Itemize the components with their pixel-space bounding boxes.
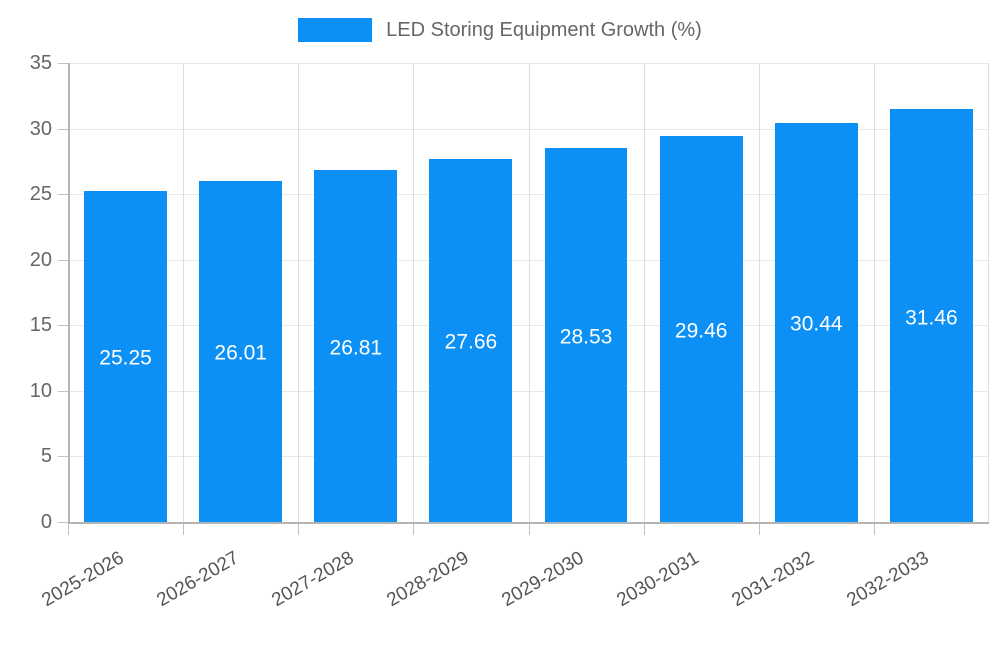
y-axis-tick-mark xyxy=(58,63,68,64)
y-axis-tick-label: 5 xyxy=(40,445,52,468)
y-axis-tick-label: 25 xyxy=(29,183,52,206)
gridline-vertical xyxy=(643,63,645,522)
y-axis-tick-label: 20 xyxy=(29,248,52,271)
bar[interactable] xyxy=(429,159,513,522)
y-axis-tick-label: 0 xyxy=(40,511,52,533)
x-axis-tick-mark xyxy=(643,524,645,535)
y-axis-tick-label: 10 xyxy=(29,379,52,402)
gridline-vertical xyxy=(298,63,300,522)
y-axis-tick-label: 35 xyxy=(29,52,52,74)
gridline-vertical xyxy=(183,63,185,522)
y-axis-tick-label: 30 xyxy=(29,117,52,140)
bar[interactable] xyxy=(314,170,398,522)
y-axis-tick-mark xyxy=(58,128,68,130)
bar-chart: LED Storing Equipment Growth (%) 25.25 26… xyxy=(0,8,1000,612)
bar[interactable] xyxy=(84,190,167,522)
y-axis-tick-mark xyxy=(58,259,68,261)
y-axis-tick-label: 15 xyxy=(29,314,52,337)
gridline-vertical xyxy=(758,63,760,522)
x-axis-tick-mark xyxy=(298,524,300,535)
x-axis-tick-mark xyxy=(413,524,415,535)
legend-item-led-storing-equipment-growth[interactable]: LED Storing Equipment Growth (%) xyxy=(298,18,702,42)
x-axis-tick-mark xyxy=(528,524,530,535)
plot-area: 25.25 26.01 26.81 27.66 28.53 29.46 30.44 31.46 xyxy=(68,63,989,523)
y-axis-line xyxy=(68,63,70,523)
y-axis-tick-mark xyxy=(58,456,68,458)
gridline-vertical xyxy=(528,63,530,522)
x-axis-tick-mark xyxy=(758,524,760,535)
gridline-vertical xyxy=(988,63,989,522)
y-axis-tick-mark xyxy=(58,390,68,392)
legend-color-swatch-icon xyxy=(298,18,373,42)
bar[interactable] xyxy=(544,147,628,522)
bar[interactable] xyxy=(774,122,858,522)
legend-label: LED Storing Equipment Growth (%) xyxy=(386,18,702,41)
y-axis-tick-mark xyxy=(58,325,68,327)
x-axis-line xyxy=(68,522,989,524)
x-axis-tick-mark xyxy=(68,524,69,535)
y-axis-tick-mark xyxy=(58,194,68,196)
bar[interactable] xyxy=(199,180,283,522)
bar[interactable] xyxy=(889,109,973,522)
gridline-vertical xyxy=(413,63,415,522)
y-axis-tick-mark xyxy=(58,522,68,523)
gridline-vertical xyxy=(873,63,875,522)
chart-legend: LED Storing Equipment Growth (%) xyxy=(0,8,1000,52)
bar[interactable] xyxy=(659,135,743,522)
x-axis-tick-mark xyxy=(183,524,185,535)
x-axis-tick-mark xyxy=(873,524,875,535)
